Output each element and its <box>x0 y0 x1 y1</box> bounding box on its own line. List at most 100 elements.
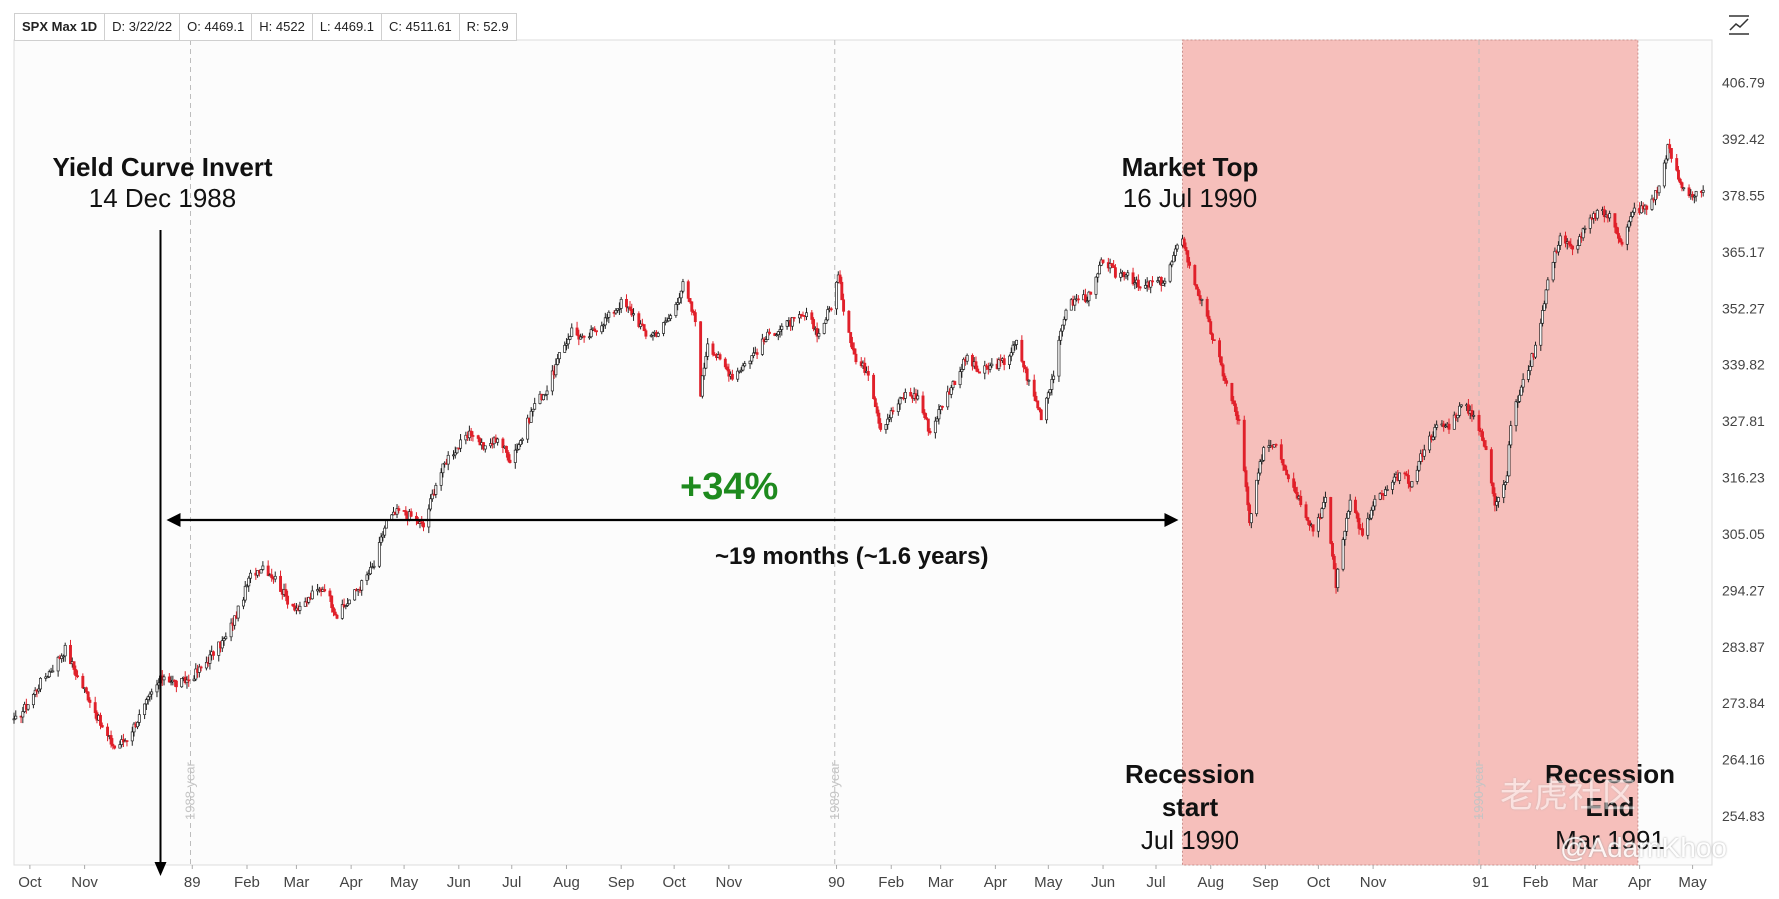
ohlc-header: SPX Max 1D D: 3/22/22 O: 4469.1 H: 4522 … <box>14 13 517 41</box>
candle-body <box>1431 436 1435 440</box>
candle-body <box>693 312 697 323</box>
candle-body <box>565 343 568 346</box>
candle-body <box>1466 404 1470 414</box>
candle-body <box>1518 394 1522 402</box>
x-tick-label: Jul <box>502 874 521 891</box>
candle-body <box>1417 461 1421 471</box>
candle-body <box>778 329 782 332</box>
candle-body <box>958 371 962 386</box>
candle-body <box>649 334 653 337</box>
candle-body <box>785 320 789 327</box>
candle-body <box>1384 489 1387 496</box>
candle-body <box>249 572 252 579</box>
candle-body <box>681 281 685 292</box>
candle-body <box>150 691 154 695</box>
candle-body <box>946 391 950 408</box>
candle-body <box>1534 344 1537 358</box>
candle-body <box>109 735 113 745</box>
candle-body <box>26 704 30 710</box>
candle-body <box>453 452 457 456</box>
candle-body <box>587 336 591 339</box>
candle-body <box>1209 321 1213 335</box>
candle-body <box>1299 495 1303 506</box>
candle-body <box>74 669 78 677</box>
y-tick-label: 305.05 <box>1722 526 1765 542</box>
candle-body <box>1186 250 1190 263</box>
candle-body <box>1336 568 1340 589</box>
candle-body <box>630 308 634 316</box>
close-label: C: 4511.61 <box>382 14 460 40</box>
candle-body <box>1322 502 1326 509</box>
candle-body <box>1444 425 1447 428</box>
candle-body <box>690 301 694 312</box>
candle-body <box>1170 261 1174 266</box>
candle-body <box>61 655 65 658</box>
candle-body <box>1678 178 1682 183</box>
candle-body <box>711 343 715 355</box>
recession-start-annotation: Recession start Jul 1990 <box>1100 758 1280 857</box>
candle-body <box>1373 498 1377 507</box>
candle-body <box>208 654 212 664</box>
chart-tool-icon[interactable] <box>1726 12 1752 38</box>
candle-body <box>863 362 867 373</box>
candle-body <box>1225 380 1229 384</box>
candle-body <box>926 418 930 432</box>
high-label: H: 4522 <box>252 14 313 40</box>
candle-body <box>471 435 475 437</box>
candle-body <box>976 368 980 373</box>
candle-body <box>1477 414 1481 431</box>
candle-body <box>725 366 729 370</box>
candle-body <box>1459 404 1463 407</box>
candle-body <box>259 569 263 574</box>
candle-body <box>766 331 770 340</box>
x-tick-label: 90 <box>828 874 845 891</box>
candle-body <box>505 445 508 453</box>
candle-body <box>1617 233 1620 239</box>
candle-body <box>1433 427 1437 438</box>
candle-body <box>60 655 64 659</box>
candle-body <box>997 359 1001 369</box>
candle-body <box>310 590 314 600</box>
candle-body <box>983 365 987 374</box>
r-label: R: 52.9 <box>466 19 509 34</box>
candle-body <box>162 676 166 681</box>
candle-body <box>1073 298 1077 306</box>
candle-body <box>229 622 233 638</box>
candle-body <box>1112 265 1116 268</box>
candle-body <box>1126 272 1130 276</box>
candle-body <box>21 711 25 718</box>
candle-body <box>1368 517 1372 520</box>
candle-body <box>877 412 881 424</box>
candle-body <box>617 308 621 310</box>
candle-body <box>1308 520 1312 526</box>
candle-body <box>873 398 877 408</box>
x-tick-label: Apr <box>984 874 1007 891</box>
candle-body <box>602 324 605 327</box>
candle-body <box>1583 227 1587 230</box>
candle-body <box>508 459 512 463</box>
candle-body <box>118 744 122 749</box>
x-tick-label: Oct <box>18 874 42 891</box>
year-marker-label: 1988 year <box>183 762 198 820</box>
candle-body <box>568 336 572 340</box>
x-tick-label: Oct <box>662 874 686 891</box>
candle-body <box>662 322 665 334</box>
candle-body <box>1002 358 1006 365</box>
candle-body <box>812 319 816 330</box>
candle-body <box>686 281 690 299</box>
candle-body <box>1694 191 1698 197</box>
candle-body <box>31 694 35 706</box>
candle-body <box>266 565 270 576</box>
candle-body <box>144 699 148 705</box>
candle-body <box>1320 508 1324 518</box>
candle-body <box>1020 339 1024 362</box>
candle-body <box>1558 235 1562 246</box>
candle-body <box>776 331 780 336</box>
candle-body <box>1207 315 1211 322</box>
market-top-annotation: Market Top 16 Jul 1990 <box>1090 152 1290 214</box>
symbol-label[interactable]: SPX Max 1D <box>15 14 106 40</box>
candle-body <box>441 463 445 474</box>
candle-body <box>644 330 648 337</box>
candle-body <box>1668 144 1672 149</box>
